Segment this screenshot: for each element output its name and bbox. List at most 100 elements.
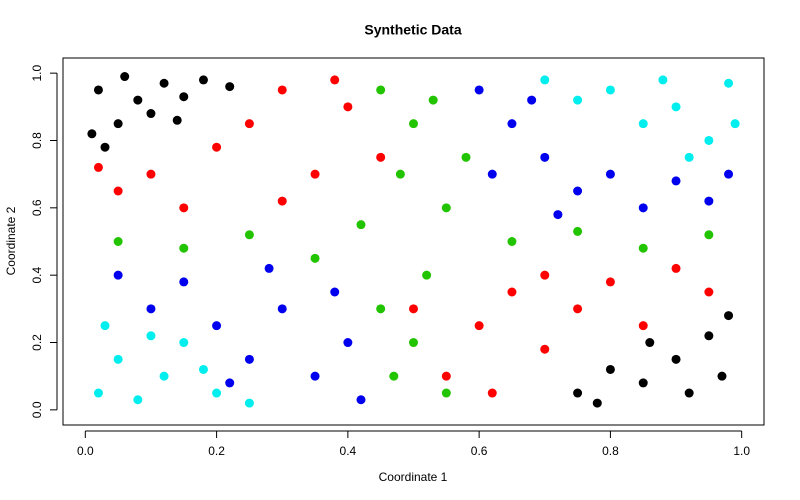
point xyxy=(540,344,550,354)
point xyxy=(376,304,386,314)
x-tick-label: 0.2 xyxy=(208,444,225,458)
y-axis-label: Coordinate 2 xyxy=(4,206,18,275)
point xyxy=(724,78,734,88)
point xyxy=(409,338,418,348)
point xyxy=(573,304,583,314)
y-tick-label: 0.6 xyxy=(30,199,44,216)
point xyxy=(540,75,550,85)
point xyxy=(540,270,550,280)
point xyxy=(684,152,694,162)
point xyxy=(507,237,517,246)
point xyxy=(87,129,97,139)
point xyxy=(638,321,648,331)
point xyxy=(671,102,681,112)
point xyxy=(113,270,123,280)
point xyxy=(605,364,615,374)
point xyxy=(441,388,451,398)
point xyxy=(113,119,123,129)
point xyxy=(376,85,386,95)
point xyxy=(474,85,484,95)
point xyxy=(704,230,714,240)
point xyxy=(658,75,668,85)
point xyxy=(573,226,583,236)
point xyxy=(389,371,399,381)
point xyxy=(507,287,517,297)
point xyxy=(704,135,714,145)
point xyxy=(684,388,694,398)
point xyxy=(474,321,484,331)
point xyxy=(310,253,320,263)
point xyxy=(113,354,123,364)
point xyxy=(244,119,254,129)
point xyxy=(487,169,497,179)
point xyxy=(441,203,451,213)
point xyxy=(179,277,189,287)
points xyxy=(87,72,740,408)
point xyxy=(422,270,432,280)
x-tick-label: 0.4 xyxy=(340,444,357,458)
point xyxy=(310,371,320,381)
point xyxy=(113,237,123,246)
point xyxy=(133,95,143,105)
point xyxy=(310,169,320,179)
point xyxy=(638,378,648,388)
y-tick-label: 0.8 xyxy=(30,132,44,149)
point xyxy=(212,142,222,152)
point xyxy=(225,378,235,388)
point xyxy=(671,354,681,364)
point xyxy=(507,119,517,129)
point xyxy=(264,263,274,273)
point xyxy=(146,109,156,119)
point xyxy=(133,395,143,405)
point xyxy=(244,354,254,364)
point xyxy=(638,203,648,213)
point xyxy=(212,388,222,398)
point xyxy=(441,371,451,381)
point xyxy=(113,186,123,196)
point xyxy=(179,92,189,102)
point xyxy=(244,230,254,240)
point xyxy=(376,152,386,162)
point xyxy=(198,364,208,374)
point xyxy=(277,304,287,314)
point xyxy=(605,85,615,95)
point xyxy=(93,388,103,398)
point xyxy=(179,203,189,213)
point xyxy=(428,95,438,105)
point xyxy=(146,304,156,314)
point xyxy=(553,210,563,220)
point xyxy=(343,102,353,112)
point xyxy=(717,371,727,381)
point xyxy=(330,287,340,297)
point xyxy=(146,169,156,179)
x-tick-label: 0.8 xyxy=(602,444,619,458)
point xyxy=(225,82,235,92)
point xyxy=(461,152,471,162)
point xyxy=(356,395,366,405)
point xyxy=(605,169,615,179)
point xyxy=(330,75,340,85)
point xyxy=(100,321,110,331)
point xyxy=(159,371,169,381)
point xyxy=(343,338,353,348)
point xyxy=(671,176,681,186)
point xyxy=(146,331,156,341)
point xyxy=(395,169,405,179)
point xyxy=(93,162,103,172)
point xyxy=(645,338,655,348)
point xyxy=(356,220,366,230)
point xyxy=(212,321,222,331)
y-tick-label: 0.2 xyxy=(30,334,44,351)
point xyxy=(605,277,615,287)
point xyxy=(172,115,182,125)
point xyxy=(638,243,648,253)
x-tick-label: 1.0 xyxy=(733,444,750,458)
point xyxy=(409,119,418,129)
point xyxy=(487,388,497,398)
point xyxy=(573,186,583,196)
point xyxy=(527,95,537,105)
point xyxy=(573,95,583,105)
point xyxy=(704,196,714,206)
